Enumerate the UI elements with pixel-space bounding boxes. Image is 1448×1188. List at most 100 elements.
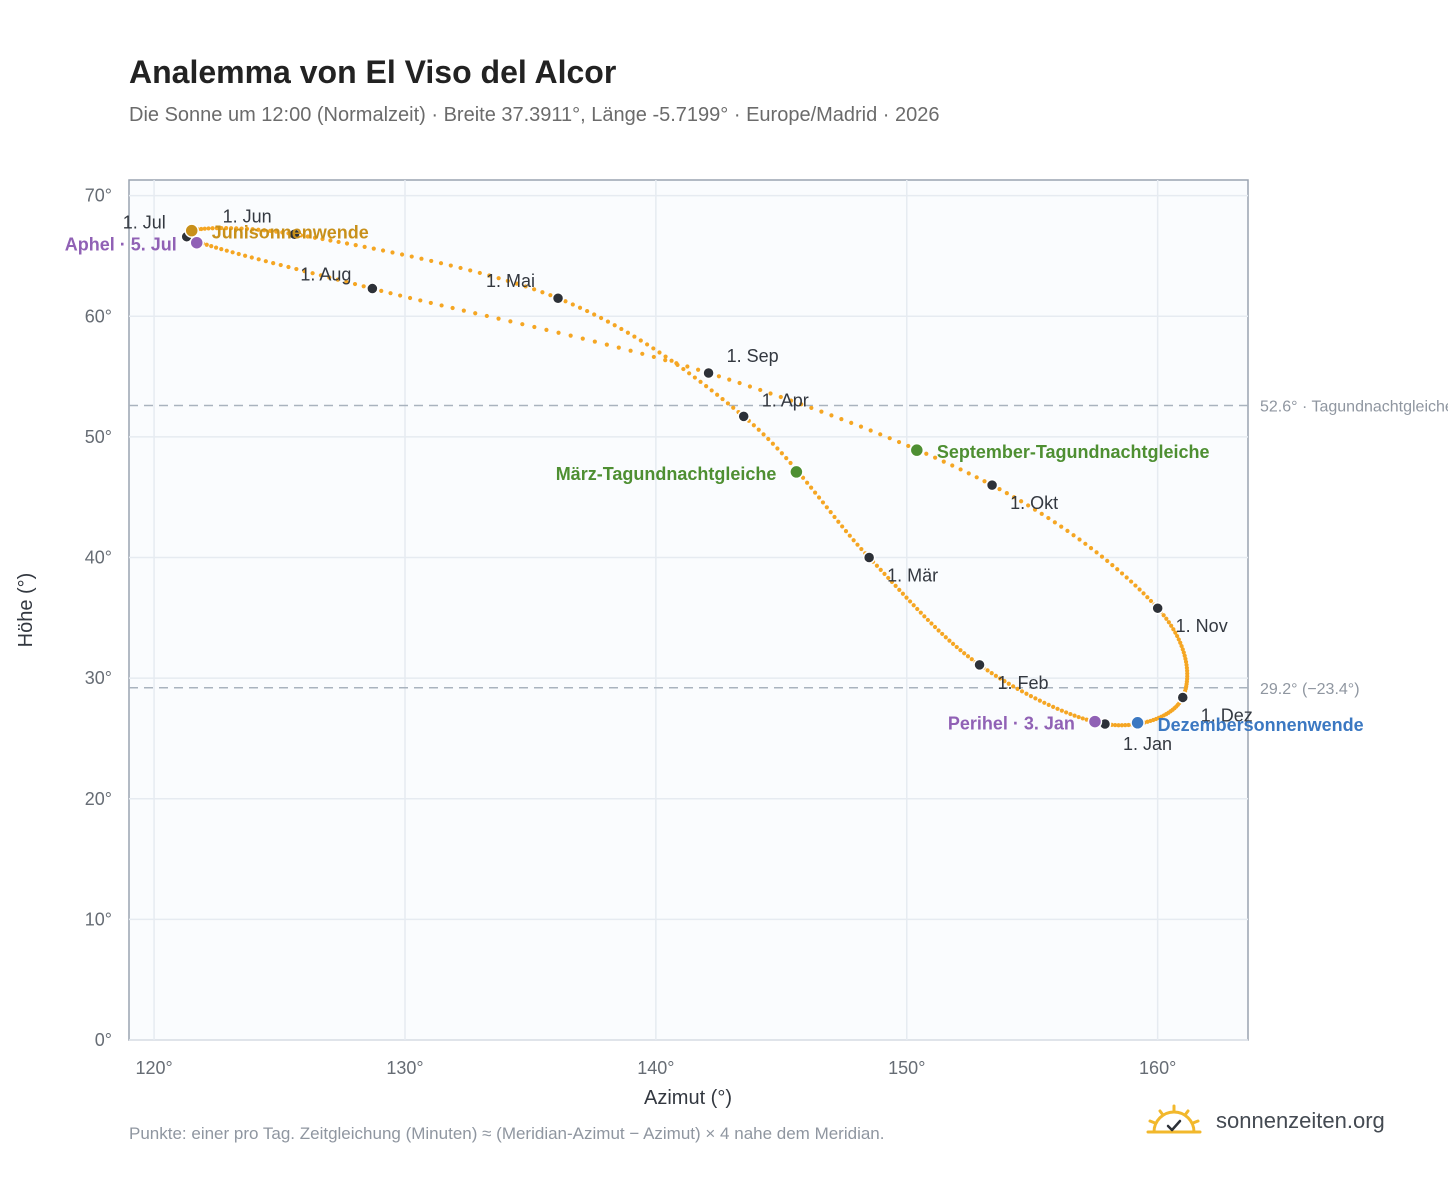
daily-point [628,348,633,353]
daily-point [766,436,771,442]
daily-point [563,299,568,304]
daily-point [687,371,692,376]
daily-point [619,326,624,332]
daily-point [263,259,268,264]
daily-point [204,242,209,247]
daily-point [353,243,358,248]
daily-point [943,635,948,640]
daily-point [429,258,434,264]
daily-point [896,439,902,445]
daily-point [828,510,833,515]
daily-point [1175,633,1180,639]
daily-point [836,519,841,524]
daily-point [651,354,656,360]
daily-point [1064,710,1069,715]
daily-point [1176,637,1181,642]
daily-point [858,424,864,429]
daily-point [886,575,891,581]
daily-point [1037,698,1042,703]
daily-point [922,614,927,619]
special-point [789,464,804,480]
reference-lines: 52.6° · Tagundnachtgleiche 29.2° (−23.4°) [129,399,1448,698]
daily-point [768,391,773,396]
y-tick-label: 60° [85,306,112,326]
daily-point [1032,507,1038,512]
month-label: 1. Okt [1010,493,1058,513]
daily-point [775,446,780,451]
daily-point [989,671,994,676]
daily-point [286,264,291,270]
daily-point [878,432,883,437]
daily-point [933,455,938,460]
special-point-label: Junisonnenwende [212,223,369,243]
x-tick-label: 150° [888,1058,925,1078]
daily-point [657,350,662,355]
daily-point [219,247,224,252]
daily-point [1133,583,1138,588]
daily-point [294,266,299,272]
daily-point [788,398,794,403]
daily-point [305,234,310,239]
daily-point [704,384,709,389]
daily-point [1099,554,1105,559]
daily-point [758,387,763,393]
daily-point [523,284,528,289]
daily-point [918,610,923,615]
daily-point [1164,616,1169,621]
x-axis-label: Azimut (°) [644,1087,732,1109]
daily-point [1011,684,1016,689]
month-label: 1. Jun [223,206,272,226]
daily-point [947,638,952,643]
daily-point [570,302,575,307]
month-label: 1. Feb [998,673,1049,693]
daily-point [214,226,219,231]
chart-title: Analemma von El Viso del Alcor [129,54,617,90]
daily-point [379,288,384,293]
daily-point [336,239,341,245]
special-point-label: Dezembersonnenwende [1158,715,1364,735]
daily-point [419,256,424,261]
daily-point [819,409,824,414]
daily-point [612,323,617,328]
daily-point [788,460,793,466]
y-tick-label: 0° [95,1030,112,1050]
daily-point [993,673,998,678]
special-point [184,223,199,238]
daily-point [585,308,590,314]
daily-point [1113,722,1118,728]
daily-point [985,668,990,673]
daily-point [778,394,783,400]
daily-point [812,490,818,495]
daily-point [556,330,561,335]
daily-point [496,276,501,281]
month-marker [737,410,750,423]
month-marker [288,228,301,241]
daily-point [250,227,255,232]
daily-point [1026,503,1031,508]
month-marker [1176,691,1190,704]
daily-point [328,238,333,243]
daily-point [904,595,909,600]
plot-area [128,179,1249,1041]
y-tick-label: 20° [85,789,112,809]
daily-point [1019,499,1024,504]
daily-point [851,538,856,543]
daily-point [505,278,510,283]
daily-point [1145,595,1150,600]
month-label: 1. Mär [887,566,938,586]
daily-point [520,322,525,327]
daily-point [398,293,403,298]
daily-point [278,262,283,268]
daily-point [318,273,324,278]
brand[interactable]: sonnenzeiten.org [1146,1104,1385,1138]
daily-point [685,364,690,369]
daily-point [1011,495,1017,500]
daily-point [399,252,405,257]
daily-point [236,251,241,257]
daily-point [450,305,455,311]
daily-point [206,226,211,231]
daily-point [1051,704,1056,709]
daily-point [962,651,967,656]
brand-name: sonnenzeiten.org [1216,1108,1385,1133]
